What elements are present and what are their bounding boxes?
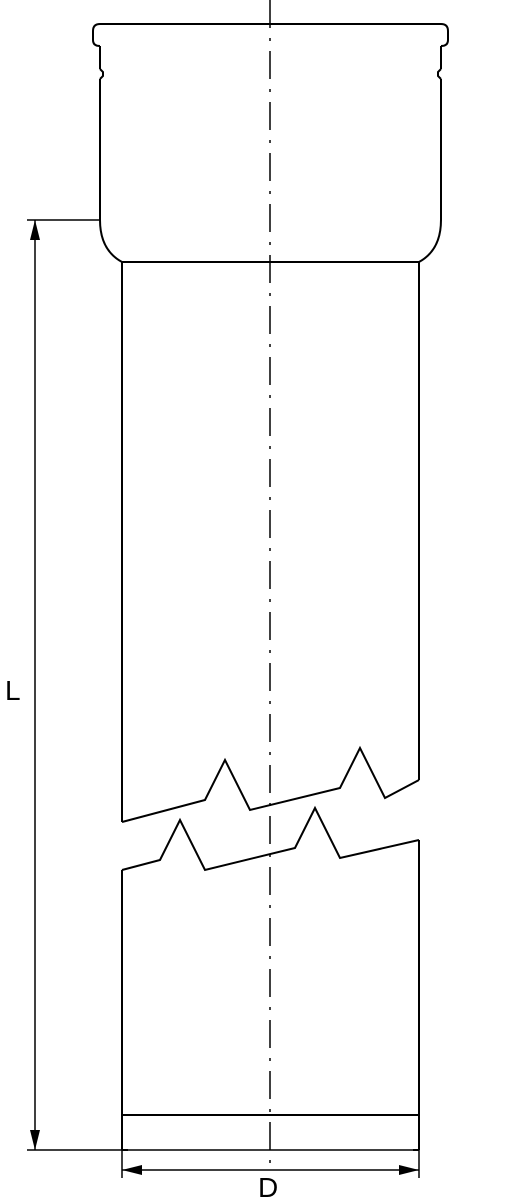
arrow-up — [30, 220, 40, 240]
dimension-d-label: D — [258, 1172, 278, 1204]
arrow-right — [399, 1165, 419, 1175]
arrow-down — [30, 1130, 40, 1150]
dimension-l-label: L — [5, 675, 21, 707]
arrow-left — [122, 1165, 142, 1175]
technical-drawing — [0, 0, 516, 1200]
dimension-l — [27, 220, 122, 1150]
